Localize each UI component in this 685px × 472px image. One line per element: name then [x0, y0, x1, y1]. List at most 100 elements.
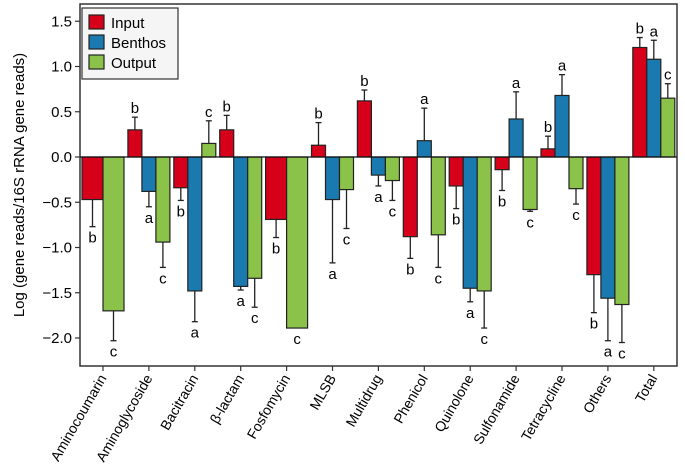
significance-letter: c [618, 346, 626, 363]
significance-letter: c [251, 310, 259, 327]
bar-benthos [600, 156, 616, 299]
x-tick-label: Bacitracin [157, 372, 202, 433]
significance-letter: c [480, 331, 488, 348]
bar-input [356, 100, 372, 158]
bar-benthos [646, 58, 662, 158]
y-tick-label: 1.0 [51, 59, 72, 76]
y-tick-label: −1.0 [42, 240, 72, 257]
significance-letter: b [636, 21, 644, 38]
y-tick-label: −0.5 [42, 194, 72, 211]
significance-letter: a [328, 266, 337, 283]
bar-input [81, 156, 104, 201]
significance-letter: b [452, 212, 460, 229]
bar-output [102, 156, 125, 312]
x-tick-label: β-lactam [206, 372, 247, 427]
significance-letter: b [590, 316, 598, 333]
significance-letter: b [314, 106, 322, 123]
legend-label-output: Output [111, 55, 157, 72]
y-tick-label: 0.0 [51, 149, 72, 166]
bar-input [494, 156, 510, 171]
legend-label-input: Input [111, 15, 145, 32]
bar-input [586, 156, 602, 276]
x-tick-label: Sulfonamide [470, 371, 523, 447]
significance-letter: b [177, 203, 185, 220]
y-tick-label: −1.5 [42, 285, 72, 302]
bar-output [338, 156, 355, 191]
bar-benthos [141, 156, 157, 192]
bar-benthos [233, 156, 249, 288]
bar-benthos [416, 140, 432, 158]
x-tick-label: Fosfomycin [244, 372, 294, 442]
bar-benthos [462, 156, 478, 289]
bar-input [402, 156, 418, 238]
bar-input [127, 129, 143, 158]
significance-letter: b [88, 230, 96, 247]
x-tick-label: Multidrug [342, 372, 385, 430]
significance-letter: a [558, 58, 567, 75]
significance-letter: c [526, 214, 534, 231]
significance-letter: b [131, 100, 139, 117]
significance-letter: a [237, 293, 246, 310]
bar-input [173, 156, 189, 189]
significance-letter: b [272, 241, 280, 258]
x-tick-label: Others [580, 372, 615, 416]
significance-letter: a [191, 325, 200, 342]
bar-output [247, 156, 263, 279]
significance-letter: b [406, 261, 414, 278]
bar-output [568, 156, 584, 190]
significance-letter: a [650, 23, 659, 40]
bar-benthos [187, 156, 203, 292]
bar-output [155, 156, 171, 243]
legend-swatch-output [88, 54, 105, 70]
bar-benthos [370, 156, 386, 176]
bar-output [286, 156, 309, 329]
bar-benthos [324, 156, 341, 201]
significance-letter: a [145, 210, 154, 227]
significance-letter: b [544, 119, 552, 136]
bar-input [448, 156, 464, 187]
bar-output [201, 142, 217, 158]
significance-letter: b [360, 73, 368, 90]
x-tick-label: Tetracycline [518, 371, 569, 443]
x-tick-label: Total [632, 372, 661, 406]
bar-output [660, 97, 676, 158]
bar-output [430, 156, 446, 236]
significance-letter: c [389, 203, 397, 220]
bar-input [310, 144, 327, 158]
significance-letter: a [466, 305, 475, 322]
significance-letter: c [435, 270, 443, 287]
significance-letter: a [604, 344, 613, 361]
y-tick-label: −2.0 [42, 330, 72, 347]
significance-letter: c [572, 207, 580, 224]
y-tick-label: 1.5 [51, 13, 72, 30]
significance-letter: c [293, 331, 301, 348]
bar-input [540, 148, 556, 158]
legend-label-benthos: Benthos [111, 35, 166, 52]
legend-swatch-benthos [88, 34, 105, 50]
significance-letter: c [343, 231, 351, 248]
significance-letter: a [512, 75, 521, 92]
significance-letter: b [223, 98, 231, 115]
bar-benthos [554, 94, 570, 158]
bar-output [522, 156, 538, 211]
bar-input [265, 156, 288, 221]
bar-input [632, 46, 648, 158]
significance-letter: a [374, 189, 383, 206]
significance-letter: b [498, 193, 506, 210]
x-tick-label: Quinolone [431, 371, 477, 434]
y-axis-label: Log (gene reads/16S rRNA gene reads) [11, 53, 28, 317]
x-tick-label: MLSB [306, 372, 339, 413]
bar-output [614, 156, 630, 306]
bar-output [384, 156, 400, 182]
significance-letter: a [420, 91, 429, 108]
bar-benthos [508, 118, 524, 158]
x-tick-label: Phenicol [390, 372, 431, 427]
bar-output [476, 156, 492, 292]
significance-letter: c [205, 104, 213, 121]
y-tick-label: 0.5 [51, 104, 72, 121]
significance-letter: c [110, 344, 118, 361]
significance-letter: c [664, 67, 672, 84]
significance-letter: c [159, 270, 167, 287]
